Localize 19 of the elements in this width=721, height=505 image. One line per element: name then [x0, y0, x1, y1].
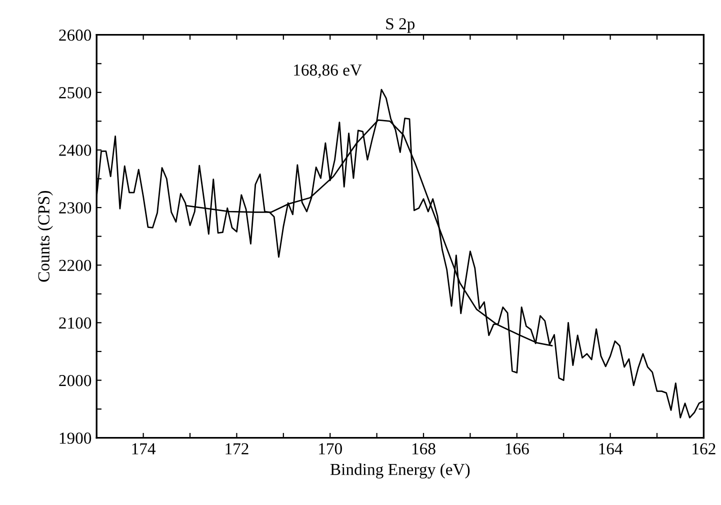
- x-tick-label: 168: [412, 443, 436, 454]
- y-tick-label: 1900: [60, 432, 92, 444]
- x-tick-label: 170: [319, 443, 342, 454]
- y-tick-label: 2400: [59, 144, 92, 156]
- chart-title: S 2p: [386, 18, 415, 33]
- annotation: 168,86 eV: [294, 64, 362, 78]
- y-tick-label: 2100: [59, 317, 92, 329]
- x-tick-label: 166: [506, 443, 529, 454]
- y-axis-title: Counts (CPS): [38, 190, 53, 282]
- x-axis-title: Binding Energy (eV): [330, 463, 470, 479]
- y-tick-label: 2500: [59, 87, 92, 98]
- x-tick-label: 162: [692, 443, 716, 454]
- x-tick-label: 174: [132, 443, 156, 454]
- y-tick-label: 2200: [59, 260, 92, 272]
- y-tick-label: 2300: [59, 202, 92, 214]
- x-tick-label: 164: [599, 443, 623, 454]
- y-tick-label: 2000: [59, 374, 92, 386]
- y-tick-label: 2600: [59, 30, 92, 41]
- x-tick-label: 172: [226, 443, 248, 454]
